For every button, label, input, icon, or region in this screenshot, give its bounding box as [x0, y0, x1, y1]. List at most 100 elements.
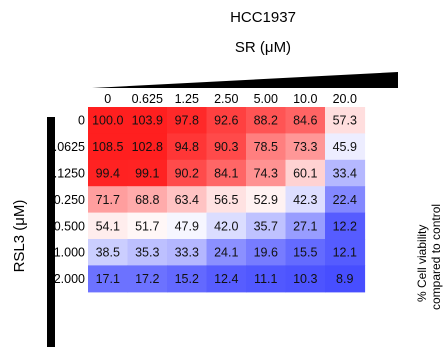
x-tick-labels: 0 0.625 1.25 2.50 5.00 10.0 20.0 [104, 92, 357, 106]
heatmap-cell-value: 97.8 [175, 114, 199, 128]
heatmap-cell-value: 10.3 [293, 272, 317, 286]
heatmap-cell [246, 159, 287, 187]
heatmap-cell-value: 19.6 [254, 246, 278, 260]
heatmap-cell [167, 265, 208, 293]
heatmap-cell-value: 90.3 [214, 140, 238, 154]
heatmap-cell-value: 68.8 [135, 193, 159, 207]
heatmap-cell [167, 239, 208, 266]
heatmap-cell [206, 239, 247, 266]
heatmap-cell-value: 15.2 [175, 272, 199, 286]
heatmap-cell-value: 108.5 [92, 140, 123, 154]
x-tick-label: 5.00 [254, 92, 278, 106]
heatmap-cell-value: 54.1 [96, 219, 120, 233]
heatmap-cell [246, 133, 287, 161]
heatmap-cell [285, 107, 326, 134]
heatmap-cell [246, 186, 287, 214]
heatmap-cell [88, 133, 129, 161]
x-tick-label: 0.625 [132, 92, 163, 106]
colorbar-label: % Cell viability compared to control [415, 204, 443, 310]
heatmap-cell-value: 84.6 [293, 114, 317, 128]
heatmap-cell-value: 24.1 [214, 246, 238, 260]
heatmap-cell-value: 12.4 [214, 272, 238, 286]
chart-title: HCC1937 [230, 9, 296, 26]
heatmap-cell [246, 212, 287, 240]
heatmap-cell [285, 212, 326, 240]
heatmap-cell [127, 212, 168, 240]
heatmap-cell [88, 186, 129, 214]
heatmap-cell [285, 265, 326, 293]
heatmap-cell [206, 212, 247, 240]
heatmap-cell [285, 186, 326, 214]
heatmap-cell-value: 15.5 [293, 246, 317, 260]
heatmap-cell-value: 73.3 [293, 140, 317, 154]
x-axis-label: SR (μM) [235, 39, 291, 56]
x-concentration-wedge [92, 72, 398, 88]
y-tick-label: 0.500 [54, 219, 85, 233]
y-axis-label: RSL3 (μM) [11, 200, 28, 273]
x-tick-label: 2.50 [214, 92, 238, 106]
heatmap-cell-value: 17.1 [96, 272, 120, 286]
heatmap-cell-value: 12.2 [333, 219, 357, 233]
x-tick-label: 1.25 [175, 92, 199, 106]
heatmap-cell [206, 107, 247, 134]
heatmap-cell [167, 212, 208, 240]
heatmap-cell-value: 88.2 [254, 114, 278, 128]
heatmap-cell [246, 239, 287, 266]
heatmap-cell-value: 74.3 [254, 167, 278, 181]
heatmap-cell [246, 107, 287, 134]
heatmap-cell-value: 103.9 [132, 114, 163, 128]
heatmap-cell-value: 99.4 [96, 167, 120, 181]
y-tick-label: 1.000 [54, 246, 85, 260]
heatmap-cell [206, 133, 247, 161]
heatmap-cell [285, 159, 326, 187]
heatmap-cell-value: 99.1 [135, 167, 159, 181]
heatmap-cell-value: 71.7 [96, 193, 120, 207]
heatmap-cell-value: 100.0 [92, 114, 123, 128]
heatmap-cell [285, 133, 326, 161]
heatmap-cell-value: 35.3 [135, 246, 159, 260]
y-tick-label: 2.000 [54, 272, 85, 286]
heatmap-cell-value: 27.1 [293, 219, 317, 233]
heatmap-cell [325, 133, 366, 161]
heatmap-cell [127, 186, 168, 214]
heatmap-cell [325, 212, 366, 240]
y-tick-labels: 0 0.0625 0.1250 0.250 0.500 1.000 2.000 [47, 114, 85, 286]
heatmap-cell-value: 8.9 [336, 272, 353, 286]
heatmap-cell-value: 94.8 [175, 140, 199, 154]
heatmap-cell [206, 265, 247, 293]
heatmap-cell [167, 107, 208, 134]
y-tick-label: 0.250 [54, 193, 85, 207]
heatmap-cell-value: 11.1 [254, 272, 277, 286]
heatmap-cell-value: 51.7 [135, 219, 159, 233]
heatmap-cell-value: 52.9 [254, 193, 278, 207]
heatmap-cell-value: 60.1 [293, 167, 317, 181]
heatmap-cell [325, 186, 366, 214]
heatmap-cell-value: 45.9 [333, 140, 357, 154]
heatmap-cell [88, 107, 129, 134]
y-tick-label: 0.0625 [47, 140, 85, 154]
heatmap-cell [206, 159, 247, 187]
heatmap-cell [325, 239, 366, 266]
y-concentration-wedge [47, 117, 55, 347]
heatmap-cell [167, 133, 208, 161]
heatmap-cell-value: 63.4 [175, 193, 199, 207]
x-tick-label: 0 [104, 92, 111, 106]
heatmap-cell-value: 47.9 [175, 219, 199, 233]
heatmap-cell-value: 35.7 [254, 219, 278, 233]
heatmap-cell [325, 107, 366, 134]
heatmap-cell [206, 186, 247, 214]
heatmap-cell [127, 133, 168, 161]
heatmap-cell [127, 159, 168, 187]
heatmap-cell-value: 33.4 [333, 167, 357, 181]
colorbar-label-line-2: compared to control [429, 204, 443, 310]
heatmap-cell-value: 92.6 [214, 114, 238, 128]
heatmap-cell-value: 42.0 [214, 219, 238, 233]
heatmap-cell-value: 90.2 [175, 167, 199, 181]
heatmap-cell [88, 212, 129, 240]
heatmap-cell-value: 22.4 [333, 193, 357, 207]
heatmap-cell-value: 84.1 [214, 167, 238, 181]
heatmap-cell-value: 17.2 [135, 272, 159, 286]
colorbar-label-line-1: % Cell viability [415, 225, 429, 302]
heatmap-cell [127, 107, 168, 134]
